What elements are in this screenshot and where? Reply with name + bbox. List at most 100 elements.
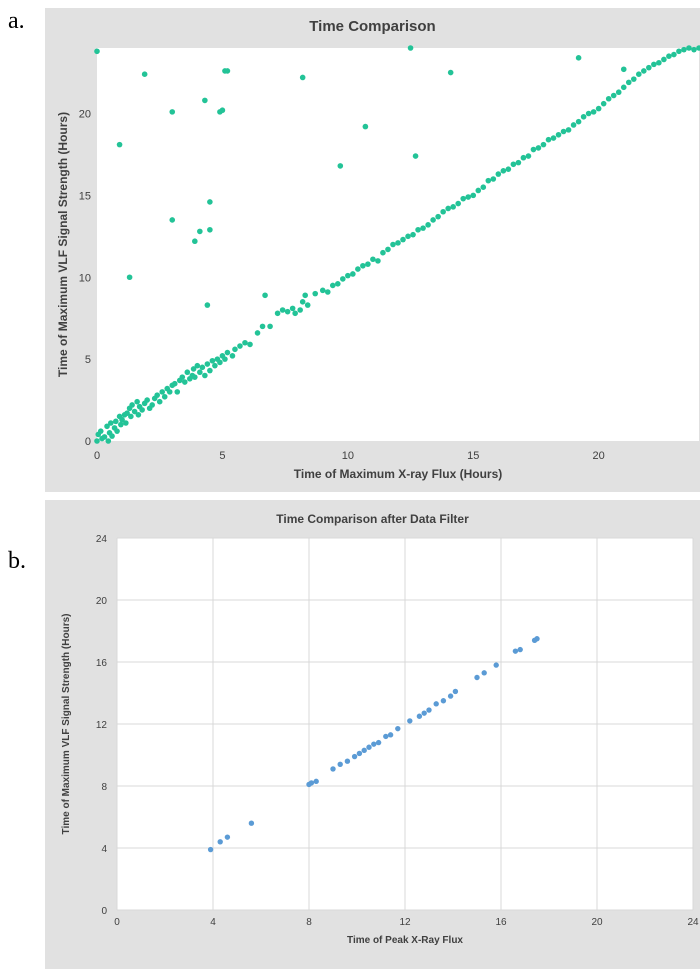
data-point bbox=[375, 258, 381, 264]
y-tick-label: 4 bbox=[101, 844, 107, 855]
data-point bbox=[204, 302, 211, 308]
data-point bbox=[192, 374, 198, 380]
data-point bbox=[192, 238, 198, 245]
data-point bbox=[340, 276, 346, 282]
data-point bbox=[248, 820, 255, 826]
data-point bbox=[555, 131, 562, 138]
panel-label-a: a. bbox=[8, 8, 25, 34]
y-axis-label: Time of Maximum VLF Signal Strength (Hou… bbox=[56, 112, 70, 377]
data-point bbox=[505, 166, 512, 172]
data-point bbox=[525, 153, 532, 159]
data-point bbox=[530, 146, 537, 153]
data-point bbox=[481, 670, 487, 676]
data-point bbox=[329, 282, 336, 289]
data-point bbox=[550, 135, 557, 141]
data-point bbox=[651, 61, 657, 68]
y-tick-label: 20 bbox=[96, 596, 108, 607]
data-point bbox=[493, 662, 499, 668]
chart-title-b: Time Comparison after Data Filter bbox=[276, 512, 469, 526]
x-tick-label: 0 bbox=[94, 450, 100, 462]
y-tick-label: 10 bbox=[79, 272, 91, 284]
data-point bbox=[217, 359, 223, 366]
data-point bbox=[119, 416, 125, 423]
data-point bbox=[207, 846, 214, 853]
data-point bbox=[297, 307, 303, 313]
data-point bbox=[126, 274, 133, 281]
data-point bbox=[366, 744, 372, 750]
data-point bbox=[109, 433, 115, 439]
x-tick-label: 10 bbox=[342, 450, 354, 462]
chart-panel-b: Time Comparison after Data Filter 0 4 8 12 1… bbox=[45, 500, 700, 969]
data-point bbox=[330, 766, 336, 772]
data-point bbox=[420, 225, 426, 231]
data-point bbox=[440, 208, 446, 215]
data-point bbox=[134, 398, 140, 405]
data-point bbox=[540, 141, 547, 148]
data-point bbox=[124, 410, 130, 416]
data-point bbox=[222, 356, 228, 362]
y-tick-label: 16 bbox=[96, 658, 108, 669]
data-point bbox=[495, 171, 502, 177]
data-point bbox=[262, 292, 268, 299]
data-point bbox=[490, 176, 497, 182]
data-point bbox=[197, 228, 203, 235]
data-point bbox=[169, 109, 176, 115]
data-point bbox=[415, 226, 421, 233]
data-point bbox=[400, 236, 406, 243]
data-point bbox=[585, 110, 592, 117]
data-point bbox=[350, 271, 356, 277]
data-point bbox=[242, 339, 248, 346]
x-tick-label: 0 bbox=[114, 917, 120, 928]
data-point bbox=[156, 398, 163, 405]
data-point bbox=[224, 68, 231, 74]
data-point bbox=[337, 761, 343, 767]
data-point bbox=[181, 379, 188, 385]
data-point bbox=[452, 688, 459, 695]
data-point bbox=[512, 648, 519, 654]
x-tick-label: 20 bbox=[591, 917, 603, 928]
data-point bbox=[174, 389, 181, 395]
data-point bbox=[595, 105, 602, 112]
data-point bbox=[416, 713, 423, 719]
data-point bbox=[355, 266, 361, 272]
data-point bbox=[520, 154, 527, 161]
data-point bbox=[118, 421, 124, 428]
y-tick-label: 15 bbox=[79, 190, 91, 202]
x-axis-label: Time of Maximum X-ray Flux (Hours) bbox=[294, 467, 502, 481]
data-point bbox=[224, 834, 231, 840]
data-point bbox=[425, 222, 431, 228]
data-point bbox=[361, 747, 367, 754]
data-point bbox=[610, 92, 617, 99]
data-point bbox=[646, 64, 652, 71]
data-point bbox=[390, 241, 396, 248]
data-point bbox=[620, 84, 627, 91]
x-tick-label: 5 bbox=[219, 450, 225, 462]
data-point bbox=[371, 741, 377, 747]
data-point bbox=[105, 438, 112, 444]
data-point bbox=[365, 261, 371, 267]
x-tick-label: 4 bbox=[210, 917, 216, 928]
data-point bbox=[199, 364, 206, 371]
data-point bbox=[224, 349, 231, 356]
data-point bbox=[590, 109, 597, 115]
data-point bbox=[686, 45, 692, 51]
data-point bbox=[433, 701, 439, 707]
data-point bbox=[661, 56, 667, 63]
data-point bbox=[696, 45, 700, 51]
data-point bbox=[545, 136, 552, 143]
data-point bbox=[450, 204, 456, 210]
data-point bbox=[440, 698, 447, 704]
data-point bbox=[139, 407, 145, 413]
y-tick-label: 20 bbox=[79, 109, 91, 121]
data-point bbox=[207, 367, 213, 374]
data-point bbox=[676, 48, 682, 55]
data-point bbox=[460, 195, 467, 202]
data-point bbox=[207, 199, 213, 205]
x-tick-label: 16 bbox=[495, 917, 507, 928]
data-point bbox=[219, 107, 226, 114]
x-tick-label: 12 bbox=[399, 917, 411, 928]
chart-panel-a: Time Comparison 0 5 10 15 20 0 5 10 15 20 Time of … bbox=[45, 8, 700, 492]
data-point bbox=[410, 231, 416, 238]
x-tick-label: 24 bbox=[687, 917, 699, 928]
data-point bbox=[237, 343, 243, 349]
